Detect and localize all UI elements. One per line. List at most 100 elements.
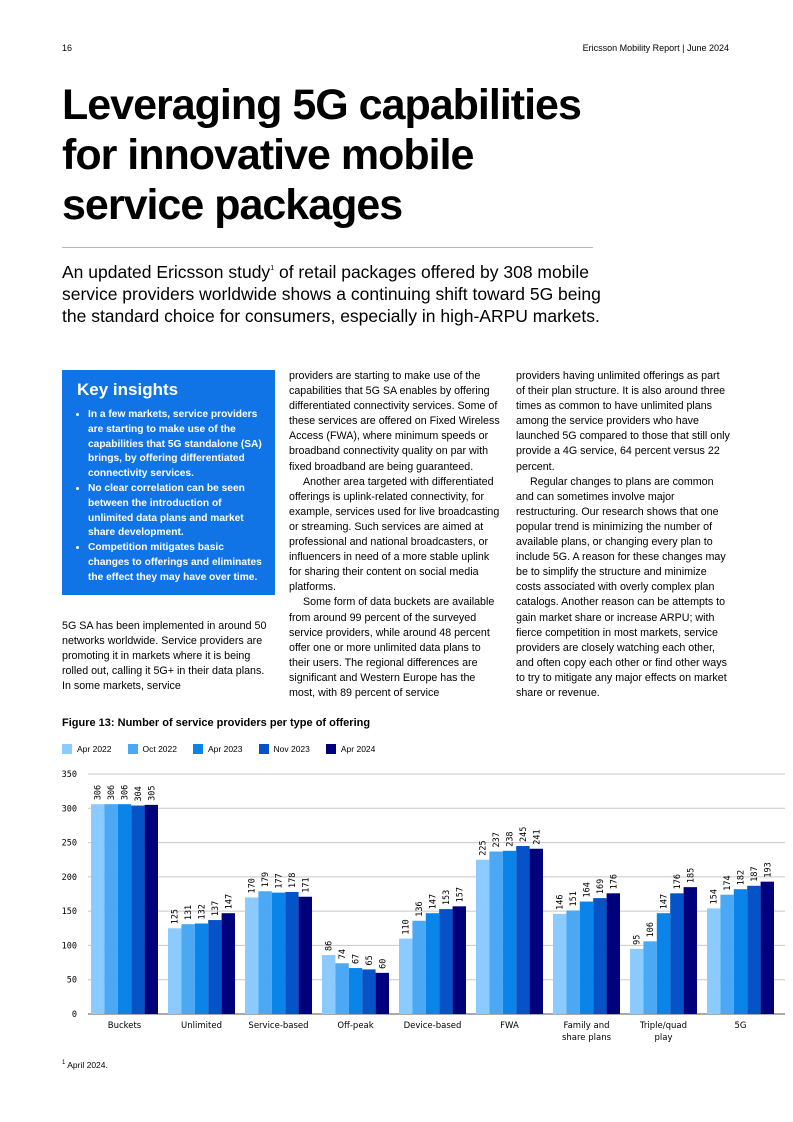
legend-item: Apr 2024 bbox=[325, 744, 376, 754]
bar bbox=[322, 955, 336, 1014]
running-title: Ericsson Mobility Report | June 2024 bbox=[582, 43, 729, 53]
title-divider bbox=[62, 247, 593, 248]
data-label: 177 bbox=[275, 873, 285, 888]
legend-swatch bbox=[127, 744, 138, 754]
data-label: 169 bbox=[596, 879, 606, 894]
y-tick-label: 0 bbox=[72, 1010, 77, 1020]
bar bbox=[425, 913, 440, 1014]
data-label: 86 bbox=[325, 941, 335, 951]
x-tick-label: Service-based bbox=[248, 1021, 308, 1031]
legend-swatch bbox=[193, 744, 203, 754]
paragraph: providers having unlimited offerings as … bbox=[516, 370, 730, 473]
bar bbox=[606, 893, 620, 1014]
y-tick-label: 50 bbox=[67, 976, 77, 986]
bar bbox=[258, 891, 272, 1014]
bar bbox=[516, 846, 530, 1014]
data-label: 304 bbox=[134, 786, 144, 801]
data-label: 151 bbox=[569, 891, 579, 906]
data-label: 187 bbox=[750, 866, 760, 881]
bar bbox=[529, 848, 543, 1014]
data-label: 137 bbox=[211, 901, 221, 916]
data-label: 178 bbox=[288, 873, 298, 888]
intro-text-end: of retail packages offered by 308 mobile… bbox=[62, 262, 601, 326]
legend-label: Apr 2023 bbox=[208, 744, 243, 754]
x-tick-label: 5G bbox=[735, 1021, 747, 1031]
x-tick-label: Triple/quad bbox=[639, 1021, 687, 1031]
data-label: 237 bbox=[492, 832, 502, 847]
legend-label: Apr 2022 bbox=[77, 744, 112, 754]
legend-swatch bbox=[325, 744, 336, 754]
bar bbox=[208, 920, 222, 1014]
bar bbox=[566, 910, 580, 1014]
data-label: 225 bbox=[479, 840, 489, 855]
y-tick-label: 300 bbox=[62, 804, 77, 814]
data-label: 185 bbox=[686, 868, 696, 883]
footnote: 1 April 2024. bbox=[62, 1060, 108, 1070]
data-label: 132 bbox=[198, 904, 208, 919]
bar bbox=[399, 938, 413, 1014]
chart-legend: Apr 2022 Oct 2022 Apr 2023 Nov 2023 Apr 2024 bbox=[62, 744, 375, 754]
bar bbox=[452, 906, 466, 1014]
footnote-ref: 1 bbox=[270, 265, 275, 272]
data-label: 306 bbox=[94, 785, 104, 800]
y-tick-label: 250 bbox=[62, 839, 77, 849]
data-label: 147 bbox=[660, 894, 670, 909]
bar bbox=[362, 969, 376, 1014]
bar bbox=[643, 941, 657, 1014]
bar bbox=[579, 901, 594, 1014]
bar bbox=[194, 923, 209, 1014]
data-label: 147 bbox=[224, 894, 234, 909]
y-tick-label: 350 bbox=[62, 770, 77, 780]
data-label: 182 bbox=[737, 870, 747, 885]
bar bbox=[502, 850, 517, 1014]
legend-item: Oct 2022 bbox=[127, 744, 177, 754]
figure-title: Figure 13: Number of service providers p… bbox=[62, 717, 371, 729]
bar bbox=[412, 920, 426, 1014]
page-title: Leveraging 5G capabilities for innovativ… bbox=[62, 81, 582, 229]
bar bbox=[593, 898, 607, 1014]
x-tick-label: Off-peak bbox=[337, 1021, 373, 1031]
legend-label: Apr 2024 bbox=[340, 744, 376, 754]
data-label: 136 bbox=[415, 901, 425, 916]
x-tick-label: Device-based bbox=[404, 1021, 462, 1031]
bar bbox=[670, 893, 684, 1014]
data-label: 241 bbox=[532, 829, 542, 844]
bar bbox=[298, 896, 312, 1014]
legend-swatch bbox=[62, 744, 72, 754]
x-tick-label: Buckets bbox=[108, 1021, 142, 1031]
key-insights-heading: Key insights bbox=[77, 380, 179, 399]
bar bbox=[733, 889, 748, 1014]
paragraph: Some form of data buckets are available … bbox=[289, 596, 495, 699]
bar bbox=[245, 897, 259, 1014]
body-column-2: providers are starting to make use of th… bbox=[289, 369, 501, 701]
data-label: 306 bbox=[107, 785, 117, 800]
data-label: 65 bbox=[365, 955, 375, 965]
bar bbox=[683, 887, 697, 1014]
data-label: 110 bbox=[402, 919, 412, 934]
bar bbox=[439, 909, 453, 1014]
footnote-marker: 1 bbox=[62, 1060, 66, 1066]
legend-item: Apr 2023 bbox=[193, 744, 243, 754]
bar bbox=[144, 804, 158, 1014]
page-number: 16 bbox=[62, 43, 73, 53]
bar bbox=[104, 804, 118, 1014]
x-tick-label: play bbox=[655, 1033, 673, 1043]
data-label: 176 bbox=[609, 874, 619, 889]
data-label: 157 bbox=[455, 887, 465, 902]
data-label: 131 bbox=[184, 905, 194, 920]
legend-swatch bbox=[258, 744, 269, 754]
data-label: 238 bbox=[506, 831, 516, 846]
key-insights-box: Key insights In a few markets, service p… bbox=[62, 370, 275, 595]
paragraph: 5G SA has been implemented in around 50 … bbox=[62, 620, 267, 693]
data-label: 125 bbox=[171, 909, 181, 924]
data-label: 153 bbox=[442, 890, 452, 905]
x-tick-label: share plans bbox=[562, 1033, 612, 1043]
data-label: 171 bbox=[301, 877, 311, 892]
key-insight-item: No clear correlation can be seen between… bbox=[88, 482, 263, 541]
bar bbox=[348, 968, 363, 1014]
intro-text: An updated Ericsson study1 of retail pac… bbox=[62, 258, 602, 327]
data-label: 193 bbox=[763, 862, 773, 877]
data-label: 176 bbox=[673, 874, 683, 889]
bar bbox=[747, 885, 761, 1014]
